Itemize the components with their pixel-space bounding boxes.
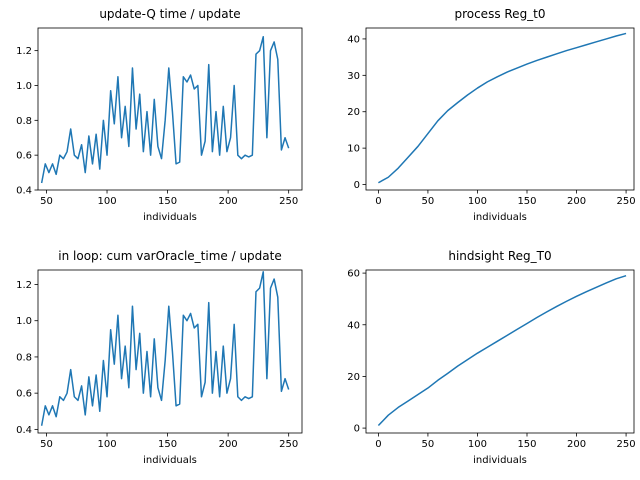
x-tick-label: 50 — [40, 439, 53, 450]
x-tick-label: 200 — [567, 439, 586, 450]
y-tick-label: 40 — [347, 34, 360, 45]
y-tick-label: 40 — [347, 320, 360, 331]
y-tick-label: 1.2 — [16, 46, 32, 57]
x-tick-label: 250 — [617, 439, 636, 450]
y-tick-label: 0.8 — [16, 116, 32, 127]
line — [377, 274, 627, 427]
axes-title: update-Q time / update — [99, 7, 240, 21]
x-tick-label: 200 — [219, 196, 238, 207]
axes-title: process Reg_t0 — [454, 7, 545, 21]
y-tick-label: 1.0 — [16, 316, 32, 327]
y-tick-label: 20 — [347, 372, 360, 383]
x-tick-label: 50 — [422, 439, 435, 450]
y-tick-label: 20 — [347, 107, 360, 118]
x-tick-label: 150 — [517, 439, 536, 450]
x-axis-label: individuals — [473, 212, 527, 223]
y-tick-label: 1.0 — [16, 81, 32, 92]
x-tick-label: 50 — [40, 196, 53, 207]
x-tick-label: 100 — [97, 196, 116, 207]
axes-frame — [365, 27, 635, 191]
x-tick-label: 150 — [158, 439, 177, 450]
y-tick-label: 0.6 — [16, 151, 32, 162]
x-tick-label: 250 — [279, 196, 298, 207]
axes-frame — [365, 269, 635, 434]
y-tick-label: 0.8 — [16, 352, 32, 363]
x-tick-label: 150 — [158, 196, 177, 207]
x-tick-label: 250 — [279, 439, 298, 450]
axes-frame — [37, 27, 303, 191]
line — [378, 32, 627, 184]
x-axis-label: individuals — [143, 212, 197, 223]
axes-frame — [37, 269, 303, 434]
x-axis-label: individuals — [473, 455, 527, 466]
x-tick-label: 200 — [219, 439, 238, 450]
x-tick-label: 50 — [422, 196, 435, 207]
x-tick-label: 250 — [617, 196, 636, 207]
x-tick-label: 0 — [375, 439, 381, 450]
axes-title: in loop: cum varOracle_time / update — [58, 249, 281, 263]
y-tick-label: 10 — [347, 144, 360, 155]
y-tick-label: 0 — [354, 424, 360, 435]
line — [40, 271, 290, 426]
x-tick-label: 100 — [468, 439, 487, 450]
y-tick-label: 30 — [347, 71, 360, 82]
x-tick-label: 200 — [567, 196, 586, 207]
x-tick-label: 100 — [468, 196, 487, 207]
x-tick-label: 0 — [375, 196, 381, 207]
y-tick-label: 0.4 — [16, 425, 32, 436]
x-axis-label: individuals — [143, 455, 197, 466]
x-tick-label: 150 — [517, 196, 536, 207]
y-tick-label: 0.4 — [16, 186, 32, 197]
y-tick-label: 0.6 — [16, 389, 32, 400]
line — [40, 35, 290, 184]
y-tick-label: 0 — [354, 180, 360, 191]
x-tick-label: 100 — [97, 439, 116, 450]
axes-title: hindsight Reg_T0 — [448, 249, 551, 263]
y-tick-label: 1.2 — [16, 280, 32, 291]
y-tick-label: 60 — [347, 269, 360, 280]
